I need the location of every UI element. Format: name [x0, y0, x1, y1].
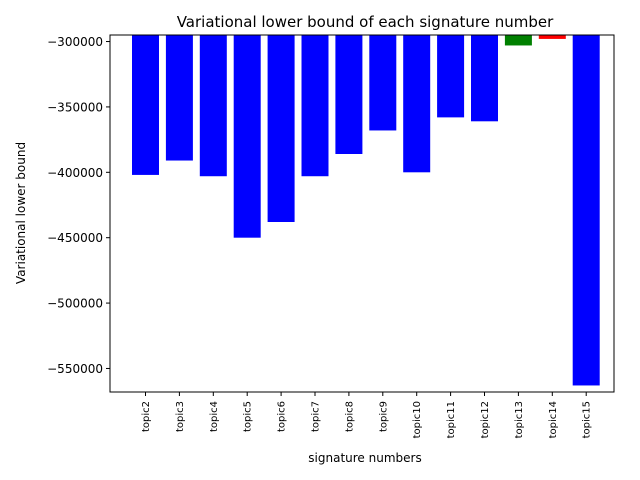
y-tick-label: −400000 [47, 166, 103, 180]
x-tick-label-topic3: topic3 [175, 401, 186, 432]
x-tick-label-topic7: topic7 [311, 401, 322, 432]
x-tick-label-topic6: topic6 [277, 401, 288, 432]
y-tick-label: −300000 [47, 35, 103, 49]
bar-topic10 [403, 35, 431, 173]
bar-topic12 [471, 35, 498, 122]
y-tick-label: −550000 [47, 362, 103, 376]
bar-topic14 [538, 35, 566, 39]
x-axis-ticks: topic2 topic3 topic4 topic5 topic6 topic7 topi… [141, 392, 593, 438]
x-tick-label-topic12: topic12 [480, 401, 491, 438]
bar-topic15 [572, 35, 600, 386]
bar-topic3 [165, 35, 193, 161]
x-tick-label-topic9: topic9 [378, 401, 389, 432]
bar-topic13 [504, 35, 532, 46]
bar-topic2 [132, 35, 159, 175]
y-axis-ticks: −300000 −350000 −400000 −450000 −500000 −5500… [47, 35, 110, 376]
bar-topic6 [267, 35, 295, 222]
x-tick-label-topic5: topic5 [243, 401, 254, 432]
bar-topic7 [301, 35, 329, 177]
y-axis-label: Variational lower bound [14, 142, 28, 284]
chart-title: Variational lower bound of each signatur… [177, 13, 554, 31]
x-tick-label-topic11: topic11 [446, 401, 457, 438]
x-tick-label-topic15: topic15 [582, 401, 593, 438]
bars-layer [132, 35, 600, 386]
x-tick-label-topic4: topic4 [209, 401, 220, 432]
bar-topic11 [437, 35, 465, 118]
x-tick-label-topic10: topic10 [412, 401, 423, 438]
plot-frame [109, 34, 615, 393]
x-axis-label: signature numbers [308, 451, 421, 465]
x-tick-label-topic2: topic2 [141, 401, 152, 432]
y-tick-label: −350000 [47, 100, 103, 114]
y-tick-label: −500000 [47, 297, 103, 311]
bar-topic9 [369, 35, 397, 131]
y-tick-label: −450000 [47, 231, 103, 245]
bar-topic4 [199, 35, 227, 177]
bar-topic8 [335, 35, 363, 154]
bar-topic5 [233, 35, 261, 238]
x-tick-label-topic8: topic8 [344, 401, 355, 432]
x-tick-label-topic14: topic14 [548, 401, 559, 438]
x-tick-label-topic13: topic13 [514, 401, 525, 438]
